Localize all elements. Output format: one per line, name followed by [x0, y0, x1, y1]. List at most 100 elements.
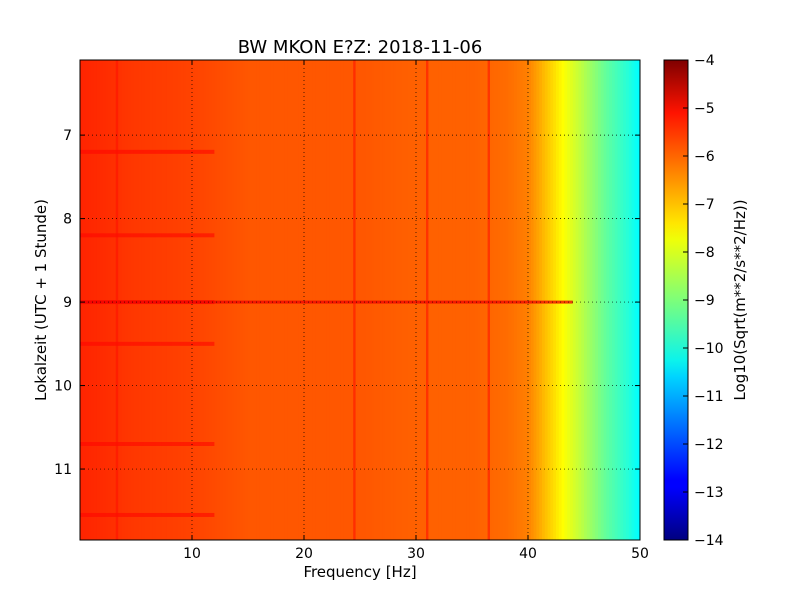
heatmap-rows — [80, 149, 573, 517]
heatmap-column — [427, 60, 431, 540]
heatmap-column — [315, 60, 319, 540]
heatmap-column — [197, 60, 201, 540]
heatmap-column — [340, 60, 344, 540]
heatmap-column — [362, 60, 367, 540]
heatmap-column — [301, 60, 305, 540]
heatmap-column — [256, 60, 260, 540]
heatmap-column — [623, 60, 627, 540]
heatmap-column — [631, 60, 635, 540]
heatmap-column — [360, 60, 364, 540]
heatmap-column — [295, 60, 299, 540]
spectral-line — [487, 60, 490, 540]
heatmap-column — [141, 60, 145, 540]
heatmap-column — [606, 60, 610, 540]
colorbar-tick-label: −5 — [694, 101, 715, 117]
heatmap-column — [332, 60, 336, 540]
heatmap-column — [595, 60, 599, 540]
heatmap-column — [592, 60, 596, 540]
heatmap-column — [460, 60, 465, 540]
heatmap-column — [480, 60, 484, 540]
heatmap-column — [161, 60, 165, 540]
heatmap-column — [570, 60, 574, 540]
heatmap-column — [130, 60, 134, 540]
heatmap-column — [147, 60, 151, 540]
heatmap-column — [267, 60, 271, 540]
heatmap-column — [407, 60, 411, 540]
heatmap-column — [564, 60, 568, 540]
heatmap-column — [94, 60, 98, 540]
heatmap-strong-row — [80, 341, 215, 346]
heatmap-column — [497, 60, 501, 540]
heatmap-column — [133, 60, 137, 540]
heatmap-column — [614, 60, 619, 540]
heatmap-column — [105, 60, 109, 540]
heatmap-column — [435, 60, 439, 540]
heatmap-column — [584, 60, 588, 540]
heatmap-column — [88, 60, 92, 540]
heatmap-column — [122, 60, 126, 540]
heatmap-column — [183, 60, 187, 540]
heatmap-column — [600, 60, 605, 540]
heatmap-column — [158, 60, 162, 540]
heatmap-column — [446, 60, 451, 540]
heatmap-column — [418, 60, 423, 540]
heatmap-column — [558, 60, 563, 540]
heatmap-column — [502, 60, 507, 540]
heatmap-column — [102, 60, 106, 540]
heatmap-column — [511, 60, 515, 540]
heatmap-column — [119, 60, 123, 540]
heatmap-column — [304, 60, 308, 540]
spectral-line — [115, 60, 119, 540]
heatmap-column — [474, 60, 479, 540]
heatmap-column — [525, 60, 529, 540]
heatmap-column — [544, 60, 549, 540]
heatmap-column — [620, 60, 624, 540]
heatmap-column — [617, 60, 621, 540]
heatmap-column — [612, 60, 616, 540]
heatmap-column — [444, 60, 448, 540]
heatmap-column — [528, 60, 532, 540]
heatmap-column — [516, 60, 521, 540]
y-tick-label: 10 — [54, 379, 72, 395]
colorbar-tick-label: −13 — [694, 485, 724, 501]
heatmap-column — [539, 60, 543, 540]
heatmap-column — [488, 60, 493, 540]
heatmap-column — [438, 60, 442, 540]
heatmap-column — [169, 60, 173, 540]
heatmap-column — [239, 60, 243, 540]
y-tick-label: 9 — [63, 295, 72, 311]
colorbar-tick-label: −11 — [694, 389, 724, 405]
colorbar-tick-label: −8 — [694, 245, 715, 261]
heatmap-column — [189, 60, 193, 540]
heatmap-area — [80, 60, 640, 540]
heatmap-column — [164, 60, 168, 540]
heatmap-column — [603, 60, 607, 540]
heatmap-column — [287, 60, 291, 540]
heatmap-column — [264, 60, 269, 540]
colorbar-tick-label: −7 — [694, 197, 715, 213]
heatmap-column — [494, 60, 498, 540]
heatmap-column — [637, 60, 640, 540]
colorbar-tick-label: −6 — [694, 149, 715, 165]
heatmap-column — [231, 60, 235, 540]
heatmap-column — [91, 60, 95, 540]
heatmap-strong-row — [80, 233, 215, 238]
heatmap-column — [581, 60, 585, 540]
heatmap-column — [194, 60, 199, 540]
heatmap-column — [290, 60, 294, 540]
heatmap-column — [402, 60, 406, 540]
heatmap-column — [519, 60, 523, 540]
heatmap-column — [508, 60, 512, 540]
colorbar-label: Log10(Sqrt(m**2/s**2/Hz)) — [731, 199, 749, 400]
heatmap-column — [469, 60, 473, 540]
heatmap-column — [416, 60, 420, 540]
heatmap-column — [533, 60, 537, 540]
grid-lines — [80, 60, 640, 540]
heatmap-column — [113, 60, 117, 540]
heatmap-column — [628, 60, 633, 540]
heatmap-column — [393, 60, 397, 540]
heatmap-column — [211, 60, 215, 540]
plot-frame — [79, 59, 641, 541]
heatmap-column — [245, 60, 249, 540]
heatmap-column — [634, 60, 638, 540]
